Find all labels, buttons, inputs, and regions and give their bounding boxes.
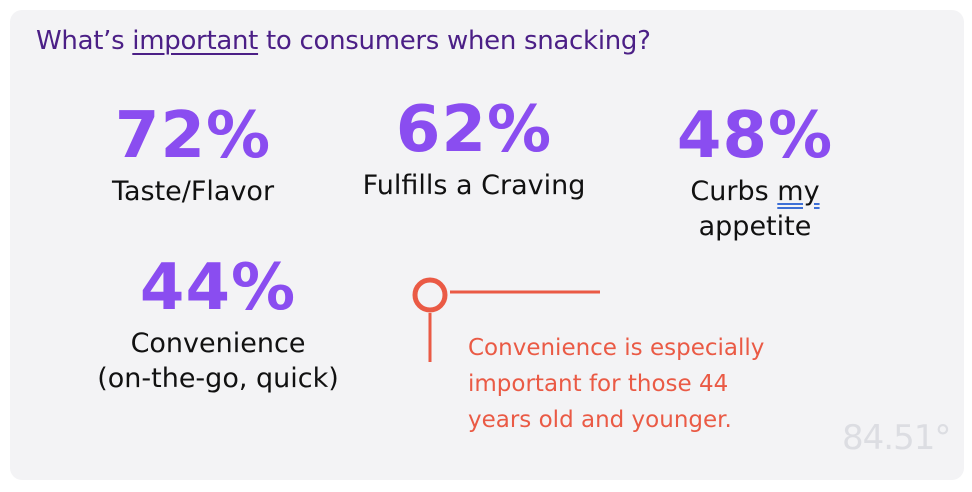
stat-label-line2: (on-the-go, quick) (97, 363, 339, 394)
stat-curbs-appetite: 48% Curbs my appetite (650, 104, 860, 244)
annotation-line: years old and younger. (468, 407, 732, 433)
stat-label-prefix: Curbs (690, 176, 778, 207)
annotation-line: Convenience is especially (468, 335, 765, 361)
stat-label: Curbs my appetite (650, 174, 860, 244)
callout-annotation: Convenience is especially important for … (468, 330, 828, 438)
stat-label-line1: Convenience (130, 328, 306, 359)
stat-value: 44% (139, 251, 297, 325)
infographic-card (10, 10, 964, 480)
stat-label-line2: appetite (698, 211, 812, 242)
stat-label-marked-word: my (777, 176, 820, 207)
annotation-line: important for those 44 (468, 371, 729, 397)
stat-value: 72% (114, 99, 272, 173)
stat-label: Fulfills a Craving (362, 170, 586, 201)
stat-value: 62% (395, 93, 553, 167)
stat-value: 48% (676, 99, 834, 173)
title-after: to consumers when snacking? (258, 26, 651, 56)
callout-pin-icon (412, 277, 448, 313)
title-before: What’s (36, 26, 133, 56)
chart-title: What’s important to consumers when snack… (36, 26, 651, 56)
stat-label: Convenience (on-the-go, quick) (58, 326, 378, 396)
brand-logo: 84.51° (842, 418, 951, 458)
stat-fulfills-craving: 62% Fulfills a Craving (334, 98, 614, 203)
stat-taste-flavor: 72% Taste/Flavor (88, 104, 298, 209)
title-underlined-word: important (132, 26, 259, 56)
stat-label: Taste/Flavor (111, 176, 275, 207)
stat-convenience: 44% Convenience (on-the-go, quick) (58, 256, 378, 396)
